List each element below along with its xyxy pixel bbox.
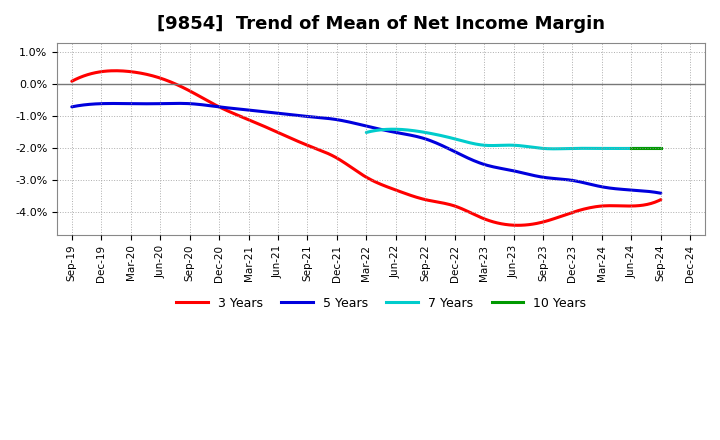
3 Years [606,203,614,208]
7 Years [389,127,397,132]
Title: [9854]  Trend of Mean of Net Income Margin: [9854] Trend of Mean of Net Income Margi… [157,15,605,33]
3 Years [111,68,120,73]
7 Years [657,146,665,151]
Line: 7 Years: 7 Years [366,129,661,149]
3 Years [430,199,438,204]
Line: 3 Years: 3 Years [72,71,661,225]
7 Years [631,146,639,151]
5 Years [657,191,665,196]
5 Years [68,104,76,110]
3 Years [418,196,427,202]
7 Years [612,146,621,151]
Legend: 3 Years, 5 Years, 7 Years, 10 Years: 3 Years, 5 Years, 7 Years, 10 Years [171,292,591,315]
10 Years [657,146,665,151]
5 Years [603,185,612,191]
3 Years [513,223,521,228]
7 Years [539,146,547,151]
Line: 5 Years: 5 Years [72,103,661,193]
7 Years [363,129,372,135]
3 Years [568,210,577,215]
3 Years [657,197,665,202]
3 Years [68,79,76,84]
7 Years [362,130,371,135]
3 Years [420,197,428,202]
3 Years [69,77,78,83]
5 Years [418,136,427,141]
5 Years [420,136,428,141]
7 Years [550,146,559,151]
7 Years [543,146,552,151]
5 Years [430,139,438,145]
5 Years [174,101,182,106]
5 Years [69,104,78,109]
5 Years [566,177,575,183]
10 Years [627,146,636,151]
7 Years [537,146,546,151]
